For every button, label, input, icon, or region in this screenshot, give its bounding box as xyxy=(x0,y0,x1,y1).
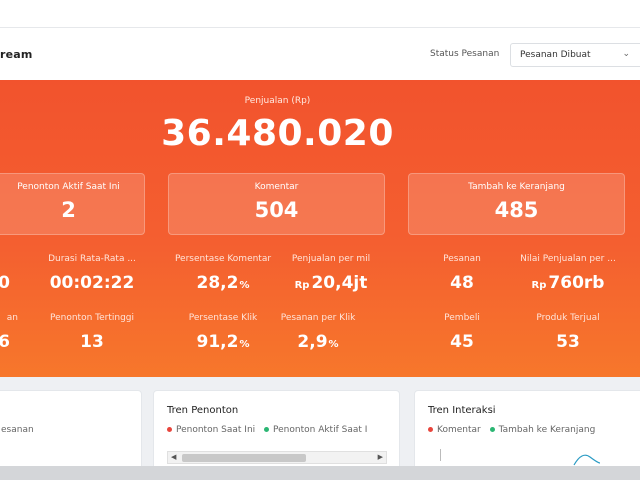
metric-peak-viewers: Penonton Tertinggi 13 xyxy=(36,313,148,352)
metric-value: 45 xyxy=(450,332,474,352)
page-header: ream Status Pesanan Pesanan Dibuat ⌄ xyxy=(0,28,640,80)
bottom-bar xyxy=(0,466,640,480)
metric-sales-per-mil: Penjualan per mil Rp 20,4jt xyxy=(275,254,387,293)
metric-label: Produk Terjual xyxy=(536,313,600,323)
metric-sales-value-per: Nilai Penjualan per ... Rp 760rb xyxy=(512,254,624,293)
chart-legend: esanan xyxy=(1,425,34,435)
legend-dot xyxy=(489,426,495,432)
metric-buyers: Pembeli 45 xyxy=(406,313,518,352)
metric-value: 91,2% xyxy=(196,332,250,352)
legend-dot xyxy=(428,426,433,432)
metric-value: 6 xyxy=(0,332,10,352)
metric-value: 53 xyxy=(556,332,580,352)
metric-value: 2,9% xyxy=(297,332,339,352)
card-value: 2 xyxy=(61,198,76,222)
card-label: Penonton Aktif Saat Ini xyxy=(17,182,120,192)
sales-label: Penjualan (Rp) xyxy=(244,96,311,106)
card-add-to-cart: Tambah ke Keranjang 485 xyxy=(408,173,625,235)
status-pesanan-label: Status Pesanan xyxy=(430,49,500,59)
metric-label: Durasi Rata-Rata ... xyxy=(48,254,136,264)
metric-products-sold: Produk Terjual 53 xyxy=(512,313,624,352)
card-value: 504 xyxy=(254,198,299,222)
metric-value: 48 xyxy=(450,273,474,293)
metric-value: 28,2% xyxy=(196,273,250,293)
metric-value: 0 xyxy=(0,273,10,293)
card-label: Tambah ke Keranjang xyxy=(468,182,565,192)
metric-label: Penonton Tertinggi xyxy=(49,313,135,323)
metric-value: 13 xyxy=(80,332,104,352)
scrollbar-thumb[interactable] xyxy=(182,454,306,462)
metric-orders-per-click: Pesanan per Klik 2,9% xyxy=(262,313,374,352)
sales-value: 36.480.020 xyxy=(161,113,394,154)
metric-comment-rate: Persentase Komentar 28,2% xyxy=(167,254,279,293)
metric-label: Persentase Komentar xyxy=(174,254,272,264)
legend-item-current-viewers[interactable]: Penonton Saat Ini xyxy=(167,425,255,435)
metric-cut-off-1: 0 xyxy=(0,254,60,293)
metric-label: Pesanan per Klik xyxy=(280,313,356,323)
top-bar xyxy=(0,0,640,28)
metric-cut-off-2: an 6 xyxy=(0,313,60,352)
legend-dot xyxy=(264,426,270,432)
card-active-viewers: Penonton Aktif Saat Ini 2 xyxy=(0,173,145,235)
legend-item-comments[interactable]: Komentar xyxy=(428,425,481,435)
legend-item-active-viewers[interactable]: Penonton Aktif Saat I xyxy=(264,425,367,435)
legend-item-add-to-cart[interactable]: Tambah ke Keranjang xyxy=(489,425,595,435)
panel-title: Tren Interaksi xyxy=(428,405,496,416)
metric-click-rate: Persentase Klik 91,2% xyxy=(167,313,279,352)
metric-label: Pembeli xyxy=(444,313,480,323)
metric-value: 00:02:22 xyxy=(49,273,135,293)
chart-legend: Komentar Tambah ke Keranjang xyxy=(428,425,601,435)
arrow-left-icon[interactable]: ◀ xyxy=(171,453,177,461)
chevron-down-icon: ⌄ xyxy=(622,49,630,59)
panel-orders-trend: esanan xyxy=(0,390,142,480)
stats-banner: Penjualan (Rp) 36.480.020 Penonton Aktif… xyxy=(0,80,640,377)
metric-label: Persentase Klik xyxy=(188,313,258,323)
metric-label: an xyxy=(6,313,18,323)
status-pesanan-value: Pesanan Dibuat xyxy=(520,50,591,60)
chart-legend: Penonton Saat Ini Penonton Aktif Saat I xyxy=(167,425,373,435)
arrow-right-icon[interactable]: ▶ xyxy=(377,453,383,461)
chart-axis-tick xyxy=(440,449,441,461)
chart-line-fragment xyxy=(573,454,601,466)
metric-label: Penjualan per mil xyxy=(291,254,371,264)
legend-dot xyxy=(167,426,172,432)
card-label: Komentar xyxy=(254,182,299,192)
metric-orders: Pesanan 48 xyxy=(406,254,518,293)
panel-title: Tren Penonton xyxy=(167,405,239,416)
metric-label: Nilai Penjualan per ... xyxy=(520,254,616,264)
metric-label: Pesanan xyxy=(443,254,481,264)
status-pesanan-select[interactable]: Pesanan Dibuat ⌄ xyxy=(510,43,640,67)
page-title: ream xyxy=(0,48,33,61)
metric-value: Rp 20,4jt xyxy=(294,273,368,293)
legend-scrollbar[interactable]: ◀ ▶ xyxy=(167,451,387,464)
card-value: 485 xyxy=(494,198,539,222)
panel-viewer-trend: Tren Penonton Penonton Saat Ini Penonton… xyxy=(153,390,400,480)
metric-value: Rp 760rb xyxy=(531,273,605,293)
metric-avg-duration: Durasi Rata-Rata ... 00:02:22 xyxy=(36,254,148,293)
card-comments: Komentar 504 xyxy=(168,173,385,235)
panel-interaction-trend: Tren Interaksi Komentar Tambah ke Keranj… xyxy=(414,390,640,480)
